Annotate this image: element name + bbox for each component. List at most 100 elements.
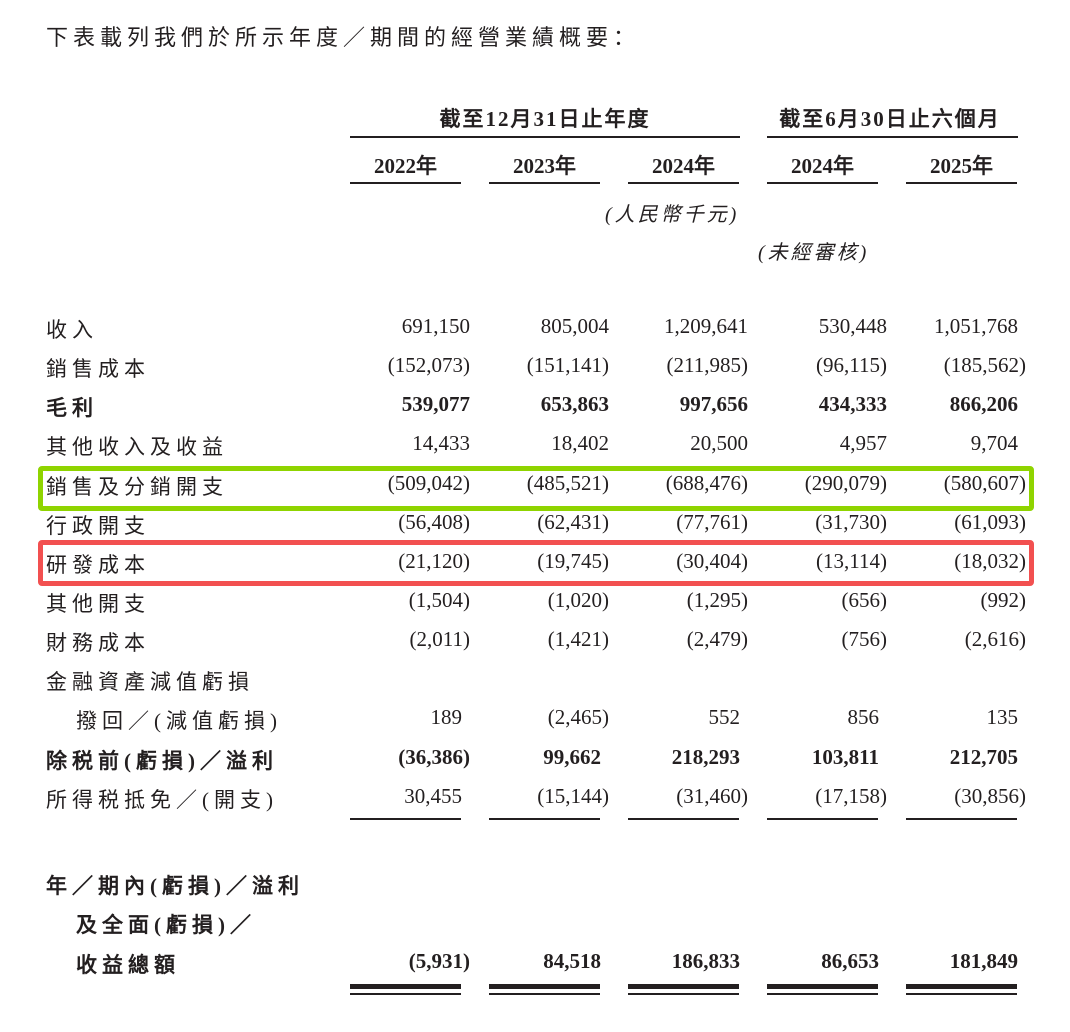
subtotal-rule xyxy=(489,818,600,820)
table-row-admin-expenses: 行政開支 (56,408) (62,431) (77,761) (31,730)… xyxy=(0,510,1070,540)
row-label: 銷售及分銷開支 xyxy=(46,475,228,499)
table-row-rnd-costs: 研發成本 (21,120) (19,745) (30,404) (13,114)… xyxy=(0,549,1070,579)
year-header-2023: 2023年 xyxy=(513,154,576,178)
cell: 218,293 xyxy=(671,745,740,769)
table-row-income-tax: 所得税抵免／(開支) 30,455 (15,144) (31,460) (17,… xyxy=(0,784,1070,814)
cell: (62,431) xyxy=(537,510,609,534)
cell: 86,653 xyxy=(821,949,879,973)
cell: 805,004 xyxy=(540,314,609,338)
cell: 84,518 xyxy=(543,949,601,973)
cell: (656) xyxy=(841,588,888,612)
table-row-impairment-label: 金融資產減值虧損 xyxy=(0,666,1070,696)
year-header-2024-interim: 2024年 xyxy=(791,154,854,178)
cell: (509,042) xyxy=(387,471,470,495)
group-header-interim-rule xyxy=(767,136,1018,138)
cell: (36,386) xyxy=(398,745,470,769)
total-label-line-2: 及全面(虧損)／ xyxy=(76,913,256,937)
cell: 9,704 xyxy=(970,431,1018,455)
row-label: 銷售成本 xyxy=(46,357,150,381)
cell: (580,607) xyxy=(943,471,1026,495)
cell: (211,985) xyxy=(666,353,748,377)
year-rule xyxy=(906,182,1017,184)
cell: (485,521) xyxy=(526,471,609,495)
cell: 189 xyxy=(430,705,463,729)
cell: 552 xyxy=(708,705,741,729)
total-double-rule xyxy=(906,993,1017,995)
cell: 1,051,768 xyxy=(934,314,1018,338)
cell: 691,150 xyxy=(401,314,470,338)
cell: (151,141) xyxy=(526,353,609,377)
year-header-2025-interim: 2025年 xyxy=(930,154,993,178)
table-row-impairment-reversal: 撥回／(減值虧損) 189 (2,465) 552 856 135 xyxy=(0,705,1070,735)
cell: (77,761) xyxy=(676,510,748,534)
cell: (56,408) xyxy=(398,510,470,534)
row-label: 金融資產減值虧損 xyxy=(46,670,254,694)
subtotal-rule xyxy=(767,818,878,820)
subtotal-rule xyxy=(350,818,461,820)
total-double-rule xyxy=(350,984,461,989)
cell: (992) xyxy=(980,588,1027,612)
table-row-total-comprehensive: 年／期內(虧損)／溢利 及全面(虧損)／ 收益總額 (5,931) 84,518… xyxy=(0,870,1070,980)
total-double-rule xyxy=(767,993,878,995)
cell: (688,476) xyxy=(665,471,748,495)
cell: (15,144) xyxy=(537,784,609,808)
highlight-box-rnd-costs xyxy=(38,540,1034,586)
cell: 186,833 xyxy=(671,949,740,973)
cell: (2,479) xyxy=(686,627,748,651)
table-row-revenue: 收入 691,150 805,004 1,209,641 530,448 1,0… xyxy=(0,314,1070,344)
cell: 866,206 xyxy=(949,392,1018,416)
cell: 14,433 xyxy=(412,431,470,455)
row-label: 撥回／(減值虧損) xyxy=(76,709,282,733)
cell: (21,120) xyxy=(398,549,470,573)
year-rule xyxy=(628,182,739,184)
table-row-other-income: 其他收入及收益 14,433 18,402 20,500 4,957 9,704 xyxy=(0,431,1070,461)
cell: (30,404) xyxy=(676,549,748,573)
cell: (1,421) xyxy=(547,627,609,651)
cell: 181,849 xyxy=(949,949,1018,973)
cell: 30,455 xyxy=(404,784,462,808)
cell: 99,662 xyxy=(543,745,601,769)
total-double-rule xyxy=(489,984,600,989)
total-double-rule xyxy=(350,993,461,995)
row-label: 所得税抵免／(開支) xyxy=(46,788,278,812)
cell: (31,460) xyxy=(676,784,748,808)
row-label: 財務成本 xyxy=(46,631,150,655)
cell: 18,402 xyxy=(551,431,609,455)
row-label: 收入 xyxy=(46,318,98,342)
cell: (1,504) xyxy=(408,588,470,612)
subtotal-rule xyxy=(628,818,739,820)
table-row-profit-before-tax: 除税前(虧損)／溢利 (36,386) 99,662 218,293 103,8… xyxy=(0,745,1070,775)
year-header-2022: 2022年 xyxy=(374,154,437,178)
total-label-line-1: 年／期內(虧損)／溢利 xyxy=(46,874,304,898)
table-row-finance-costs: 財務成本 (2,011) (1,421) (2,479) (756) (2,61… xyxy=(0,627,1070,657)
cell: (96,115) xyxy=(816,353,887,377)
row-label: 研發成本 xyxy=(46,553,150,577)
cell: (2,011) xyxy=(409,627,470,651)
year-rule xyxy=(350,182,461,184)
cell: 997,656 xyxy=(679,392,748,416)
total-double-rule xyxy=(767,984,878,989)
cell: (18,032) xyxy=(954,549,1026,573)
total-label-line-3: 收益總額 xyxy=(76,953,180,977)
group-header-interim: 截至6月30日止六個月 xyxy=(779,107,1001,131)
total-double-rule xyxy=(906,984,1017,989)
cell: 856 xyxy=(847,705,880,729)
row-label: 其他開支 xyxy=(46,592,150,616)
year-rule xyxy=(767,182,878,184)
row-label: 毛利 xyxy=(46,396,98,420)
table-row-selling-distribution: 銷售及分銷開支 (509,042) (485,521) (688,476) (2… xyxy=(0,471,1070,501)
cell: (756) xyxy=(841,627,888,651)
cell: (17,158) xyxy=(815,784,887,808)
unit-note: (人民幣千元) xyxy=(605,204,740,226)
table-row-gross-profit: 毛利 539,077 653,863 997,656 434,333 866,2… xyxy=(0,392,1070,422)
cell: (31,730) xyxy=(815,510,887,534)
cell: (152,073) xyxy=(387,353,470,377)
cell: 135 xyxy=(986,705,1019,729)
total-double-rule xyxy=(628,993,739,995)
table-row-other-expenses: 其他開支 (1,504) (1,020) (1,295) (656) (992) xyxy=(0,588,1070,618)
cell: 212,705 xyxy=(949,745,1018,769)
cell: 539,077 xyxy=(401,392,470,416)
cell: (290,079) xyxy=(804,471,887,495)
year-header-2024: 2024年 xyxy=(652,154,715,178)
group-header-annual-rule xyxy=(350,136,740,138)
